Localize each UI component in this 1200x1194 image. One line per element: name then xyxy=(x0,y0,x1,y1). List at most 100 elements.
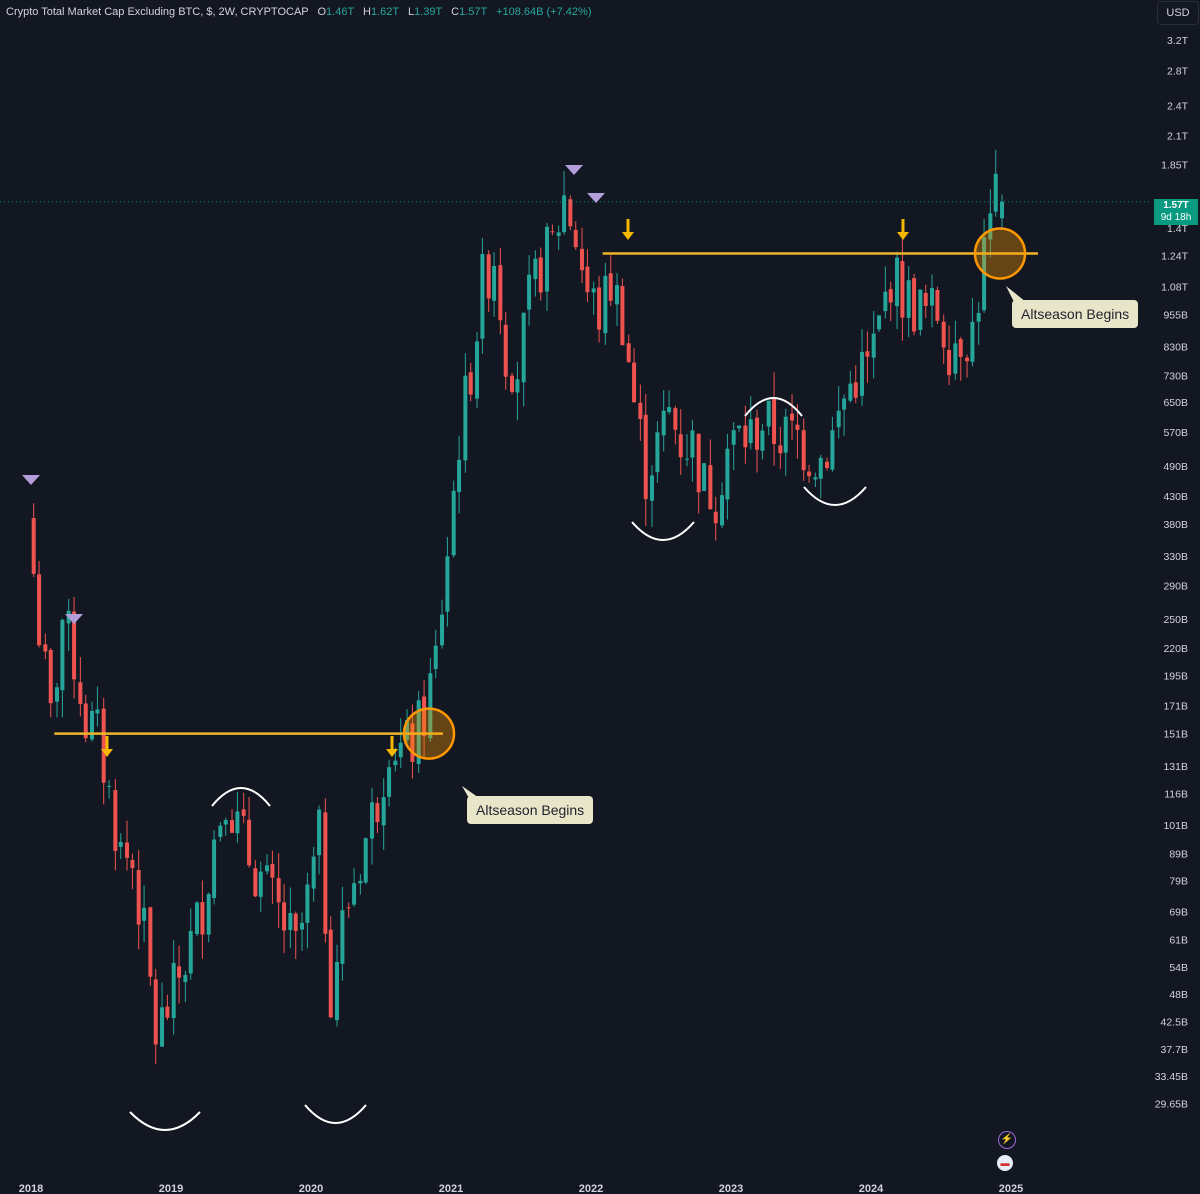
y-tick-label: 955B xyxy=(1163,310,1188,322)
candle-body xyxy=(398,742,403,758)
candle-body xyxy=(748,419,753,444)
hump-arc xyxy=(744,397,803,417)
candle-body xyxy=(177,966,182,978)
candle-body xyxy=(643,414,648,500)
candle-body xyxy=(188,930,193,974)
candle-body xyxy=(801,430,806,471)
candle-body xyxy=(871,333,876,358)
candle-body xyxy=(492,265,497,301)
candle-body xyxy=(825,461,830,469)
candle-body xyxy=(597,287,602,330)
candle-body xyxy=(993,173,998,212)
candle-body xyxy=(136,870,141,925)
candle-body xyxy=(300,922,305,930)
candle-body xyxy=(888,289,893,303)
y-tick-label: 1.24T xyxy=(1161,250,1188,262)
us-flag-icon[interactable]: ▬ xyxy=(997,1155,1013,1171)
candle-body xyxy=(790,413,795,421)
candle-body xyxy=(78,682,83,704)
candle-body xyxy=(101,708,106,783)
breakout-circle xyxy=(402,707,456,760)
candle-body xyxy=(212,839,217,899)
down-arrow-icon xyxy=(386,749,398,757)
candle-body xyxy=(848,383,853,401)
candle-body xyxy=(113,790,118,851)
candle-body xyxy=(521,312,526,383)
candle-body xyxy=(276,878,281,903)
candle-body xyxy=(731,430,736,445)
y-tick-label: 2.4T xyxy=(1167,100,1189,112)
candle-body xyxy=(358,880,363,884)
high-value: 1.62T xyxy=(371,6,399,18)
candle-body xyxy=(632,362,637,403)
currency-button[interactable]: USD xyxy=(1157,1,1199,25)
x-tick-label: 2023 xyxy=(719,1183,743,1194)
last-price-tag: 1.57T 9d 18h xyxy=(1154,199,1198,225)
y-tick-label: 1.08T xyxy=(1161,282,1188,294)
candle-body xyxy=(690,430,695,458)
y-tick-label: 2.1T xyxy=(1167,131,1189,143)
candle-body xyxy=(352,883,357,905)
y-tick-label: 116B xyxy=(1164,788,1188,800)
down-arrow-icon xyxy=(101,749,113,757)
low-label: L xyxy=(408,6,415,18)
open-value: 1.46T xyxy=(326,6,354,18)
candle-body xyxy=(842,398,847,410)
candle-body xyxy=(702,463,707,491)
candle-body xyxy=(772,397,777,444)
candle-body xyxy=(696,433,701,493)
candle-body xyxy=(183,974,188,983)
y-tick-label: 54B xyxy=(1169,962,1188,974)
altseason-callout-2020: Altseason Begins xyxy=(467,796,594,824)
y-tick-label: 330B xyxy=(1163,551,1188,563)
candle-body xyxy=(778,445,783,454)
candle-body xyxy=(988,213,993,240)
candle-body xyxy=(416,700,421,765)
candle-body xyxy=(206,894,211,935)
y-tick-label: 1.4T xyxy=(1167,223,1189,235)
candle-body xyxy=(603,275,608,334)
candle-body xyxy=(258,871,263,897)
candle-body xyxy=(655,432,660,473)
candle-body xyxy=(527,274,532,310)
y-tick-label: 48B xyxy=(1169,989,1188,1001)
candle-body xyxy=(853,382,858,398)
candle-body xyxy=(223,819,228,825)
x-tick-label: 2025 xyxy=(999,1183,1023,1194)
time-axis: 2018 2019 2020 2021 2022 2023 2024 2025 xyxy=(19,1183,1023,1194)
candle-body xyxy=(708,465,713,510)
candle-body xyxy=(410,723,415,762)
candle-body xyxy=(468,372,473,395)
candle-body xyxy=(486,254,491,299)
candle-body xyxy=(895,257,900,307)
candle-body xyxy=(195,902,200,935)
candle-body xyxy=(783,416,788,453)
y-tick-label: 830B xyxy=(1163,342,1188,354)
altseason-callout-2024: Altseason Begins xyxy=(1012,300,1139,328)
candle-body xyxy=(953,343,958,374)
candle-body xyxy=(725,448,730,500)
candle-body xyxy=(556,232,561,236)
candle-body xyxy=(906,280,911,318)
candle-body xyxy=(608,273,613,301)
candle-body xyxy=(1000,201,1005,219)
y-tick-label: 380B xyxy=(1163,519,1188,531)
candle-body xyxy=(591,288,596,293)
candle-body xyxy=(247,819,252,866)
candle-body xyxy=(428,673,433,739)
candle-body xyxy=(148,907,153,977)
candle-body xyxy=(830,430,835,470)
candle-body xyxy=(550,231,555,233)
top-marker-icon xyxy=(22,475,40,485)
candle-body xyxy=(562,195,567,233)
candle-body xyxy=(883,291,888,312)
candle-body xyxy=(160,1007,165,1047)
x-tick-label: 2020 xyxy=(299,1183,323,1194)
candle-body xyxy=(498,265,503,321)
close-value: 1.57T xyxy=(459,6,488,18)
candle-body xyxy=(107,785,112,787)
candle-body xyxy=(346,907,351,909)
lightning-icon[interactable]: ⚡ xyxy=(998,1131,1016,1149)
candle-body xyxy=(580,248,585,271)
